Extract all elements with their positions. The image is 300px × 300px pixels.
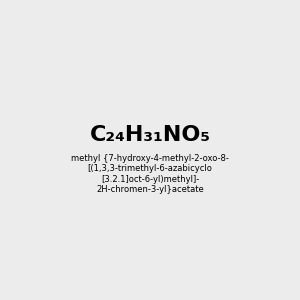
Text: methyl {7-hydroxy-4-methyl-2-oxo-8-
[(1,3,3-trimethyl-6-azabicyclo
[3.2.1]oct-6-: methyl {7-hydroxy-4-methyl-2-oxo-8- [(1,…: [71, 154, 229, 194]
Text: C₂₄H₃₁NO₅: C₂₄H₃₁NO₅: [89, 125, 211, 145]
